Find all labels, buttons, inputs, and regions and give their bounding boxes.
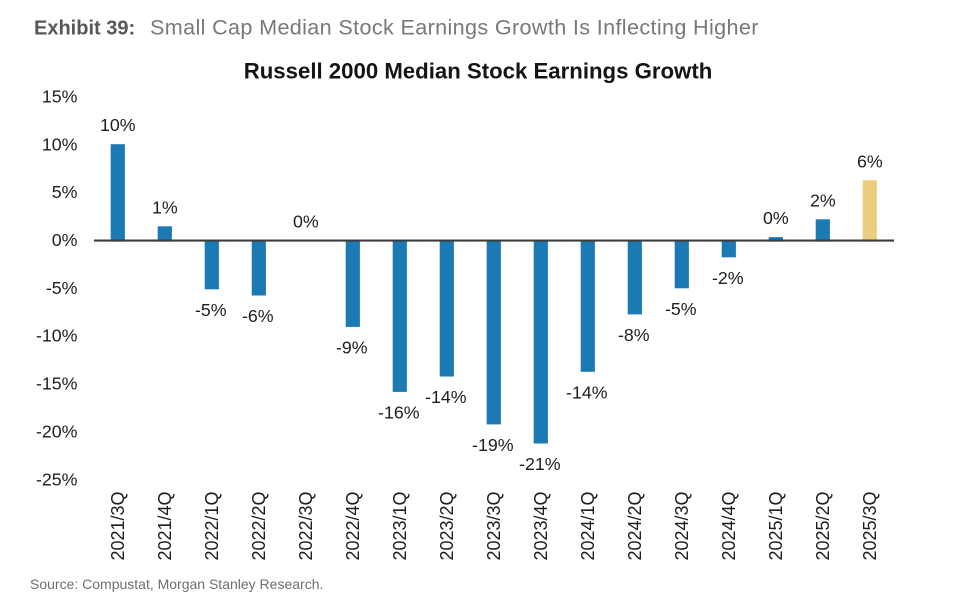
svg-text:-20%: -20% <box>36 422 78 442</box>
svg-text:-5%: -5% <box>195 300 227 320</box>
svg-text:2024/4Q: 2024/4Q <box>719 491 739 560</box>
svg-text:2023/3Q: 2023/3Q <box>484 491 504 560</box>
svg-text:-21%: -21% <box>519 454 561 474</box>
svg-text:2021/4Q: 2021/4Q <box>155 491 175 560</box>
svg-text:2024/2Q: 2024/2Q <box>625 491 645 560</box>
svg-text:2025/2Q: 2025/2Q <box>813 491 833 560</box>
svg-text:2022/3Q: 2022/3Q <box>296 491 316 560</box>
svg-text:Small Cap Median Stock Earning: Small Cap Median Stock Earnings Growth I… <box>150 15 759 40</box>
svg-text:Exhibit 39:: Exhibit 39: <box>34 18 135 40</box>
svg-text:-5%: -5% <box>46 278 78 298</box>
svg-text:-14%: -14% <box>425 387 467 407</box>
svg-text:2025/1Q: 2025/1Q <box>766 491 786 560</box>
svg-text:2025/3Q: 2025/3Q <box>860 491 880 560</box>
svg-text:2%: 2% <box>810 190 836 210</box>
svg-text:-6%: -6% <box>242 306 274 326</box>
svg-text:-5%: -5% <box>665 299 697 319</box>
svg-text:-19%: -19% <box>472 435 514 455</box>
svg-text:-8%: -8% <box>618 325 650 345</box>
svg-text:2022/1Q: 2022/1Q <box>202 491 222 560</box>
svg-text:Source: Compustat, Morgan Stan: Source: Compustat, Morgan Stanley Resear… <box>30 576 323 592</box>
svg-text:2023/4Q: 2023/4Q <box>531 491 551 560</box>
svg-text:0%: 0% <box>52 230 78 250</box>
svg-text:2021/3Q: 2021/3Q <box>108 491 128 560</box>
svg-text:2022/4Q: 2022/4Q <box>343 491 363 560</box>
svg-text:-16%: -16% <box>378 403 420 423</box>
svg-text:-15%: -15% <box>36 374 78 394</box>
svg-text:1%: 1% <box>152 197 178 217</box>
svg-text:-14%: -14% <box>566 383 608 403</box>
svg-text:15%: 15% <box>42 86 78 106</box>
svg-text:2023/1Q: 2023/1Q <box>390 491 410 560</box>
svg-text:-10%: -10% <box>36 326 78 346</box>
svg-text:5%: 5% <box>52 182 78 202</box>
svg-text:-25%: -25% <box>36 469 78 489</box>
svg-text:0%: 0% <box>293 212 319 232</box>
svg-text:6%: 6% <box>857 151 883 171</box>
svg-text:2024/3Q: 2024/3Q <box>672 491 692 560</box>
svg-text:-9%: -9% <box>336 338 368 358</box>
svg-text:Russell 2000 Median Stock Earn: Russell 2000 Median Stock Earnings Growt… <box>244 59 713 84</box>
svg-text:-2%: -2% <box>712 268 744 288</box>
svg-text:10%: 10% <box>42 134 78 154</box>
svg-text:10%: 10% <box>100 115 136 135</box>
svg-text:2022/2Q: 2022/2Q <box>249 491 269 560</box>
svg-text:2023/2Q: 2023/2Q <box>437 491 457 560</box>
svg-text:2024/1Q: 2024/1Q <box>578 491 598 560</box>
svg-text:0%: 0% <box>763 208 789 228</box>
